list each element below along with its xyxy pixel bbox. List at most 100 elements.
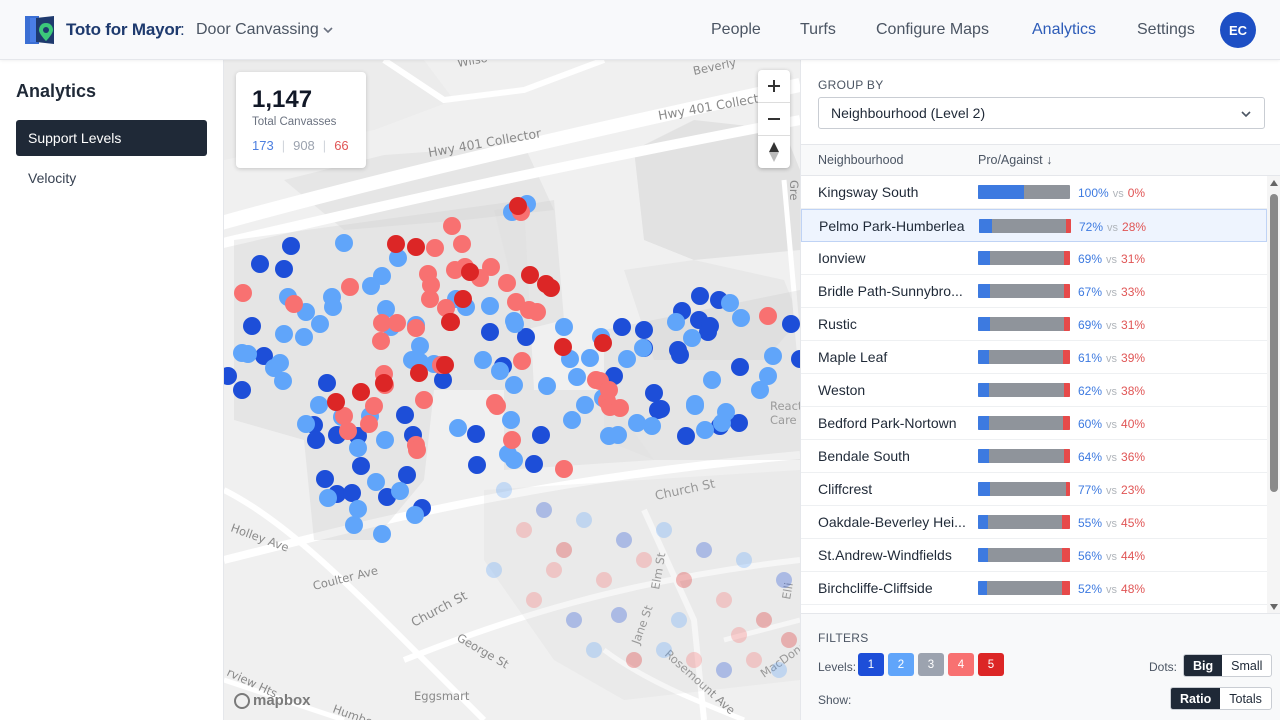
- top-header: Toto for Mayor : Door Canvassing People …: [0, 0, 1280, 60]
- column-neighbourhood[interactable]: Neighbourhood: [818, 153, 904, 167]
- show-ratio-option[interactable]: Ratio: [1171, 688, 1221, 709]
- scroll-thumb[interactable]: [1270, 194, 1278, 492]
- vs-label: vs: [1106, 485, 1118, 497]
- against-bar-fill: [1066, 482, 1070, 496]
- level-1-toggle[interactable]: 1: [858, 653, 884, 676]
- compass-button[interactable]: [758, 136, 790, 168]
- canvass-map[interactable]: Wilso Beverly Hwy 401 Collector Hwy 401 …: [224, 60, 800, 720]
- table-row[interactable]: [801, 605, 1267, 613]
- vs-label: vs: [1106, 584, 1118, 596]
- list-scrollbar[interactable]: [1267, 176, 1280, 613]
- brand-separator: :: [180, 20, 185, 39]
- levels-label: Levels:: [818, 660, 857, 674]
- show-totals-option[interactable]: Totals: [1229, 691, 1262, 706]
- neighbourhood-name: Pelmo Park-Humberlea: [819, 218, 965, 234]
- neighbourhood-name: Bridle Path-Sunnybro...: [818, 283, 963, 299]
- table-row[interactable]: Bridle Path-Sunnybro... 67% vs 33%: [801, 275, 1267, 308]
- level-3-toggle[interactable]: 3: [918, 653, 944, 676]
- analytics-panel: GROUP BY Neighbourhood (Level 2) Neighbo…: [800, 60, 1280, 720]
- map-base[interactable]: Wilso Beverly Hwy 401 Collector Hwy 401 …: [224, 60, 800, 720]
- table-row[interactable]: Ionview 69% vs 31%: [801, 242, 1267, 275]
- against-percent: 40%: [1121, 417, 1146, 431]
- zoom-out-button[interactable]: [758, 103, 790, 135]
- street-label: Care C: [770, 413, 800, 427]
- pro-percent: 62%: [1078, 384, 1103, 398]
- table-row[interactable]: Pelmo Park-Humberlea 72% vs 28%: [801, 209, 1267, 242]
- nav-analytics[interactable]: Analytics: [1032, 21, 1097, 38]
- table-row[interactable]: Kingsway South 100% vs 0%: [801, 176, 1267, 209]
- zoom-in-button[interactable]: [758, 70, 790, 102]
- table-row[interactable]: Birchcliffe-Cliffside 52% vs 48%: [801, 572, 1267, 605]
- pro-bar-fill: [978, 449, 990, 463]
- table-row[interactable]: Bedford Park-Nortown 60% vs 40%: [801, 407, 1267, 440]
- against-bar-fill: [1066, 219, 1071, 233]
- group-by-label: GROUP BY: [818, 78, 884, 92]
- against-bar-fill: [1063, 449, 1070, 463]
- table-row[interactable]: Weston 62% vs 38%: [801, 374, 1267, 407]
- pro-percent: 52%: [1078, 582, 1103, 596]
- table-row[interactable]: Oakdale-Beverley Hei... 55% vs 45%: [801, 506, 1267, 539]
- ratio-values: 72% vs 28%: [1079, 220, 1146, 234]
- pro-bar-fill: [978, 251, 990, 265]
- pro-bar-fill: [978, 515, 989, 529]
- nav-people[interactable]: People: [711, 21, 761, 38]
- column-pro-against[interactable]: Pro/Against ↓: [978, 153, 1053, 167]
- pro-bar-fill: [978, 284, 990, 298]
- mapbox-attribution[interactable]: mapbox: [234, 692, 311, 709]
- brand-name[interactable]: Toto for Mayor: [66, 20, 181, 39]
- pro-percent: 100%: [1078, 186, 1109, 200]
- neighbourhood-name: St.Andrew-Windfields: [818, 547, 952, 563]
- nav-turfs[interactable]: Turfs: [800, 21, 836, 38]
- vs-label: vs: [1106, 551, 1118, 563]
- pro-percent: 69%: [1078, 318, 1103, 332]
- table-row[interactable]: Rustic 69% vs 31%: [801, 308, 1267, 341]
- pro-against-bar: [978, 416, 1070, 430]
- level-5-toggle[interactable]: 5: [978, 653, 1004, 676]
- filters-title: FILTERS: [818, 631, 869, 645]
- group-by-select[interactable]: Neighbourhood (Level 2): [818, 97, 1265, 129]
- pro-bar-fill: [978, 350, 990, 364]
- nav-configure-maps[interactable]: Configure Maps: [876, 21, 989, 38]
- against-percent: 23%: [1121, 483, 1146, 497]
- against-percent: 28%: [1122, 220, 1147, 234]
- pro-bar-fill: [978, 185, 1024, 199]
- table-row[interactable]: Cliffcrest 77% vs 23%: [801, 473, 1267, 506]
- street-label: Wilso: [456, 60, 489, 70]
- pro-percent: 60%: [1078, 417, 1103, 431]
- canvass-dot-layer[interactable]: [224, 195, 800, 678]
- ratio-values: 56% vs 44%: [1078, 549, 1145, 563]
- dots-small-option[interactable]: Small: [1231, 658, 1263, 673]
- ratio-values: 62% vs 38%: [1078, 384, 1145, 398]
- against-bar-fill: [1061, 581, 1070, 595]
- level-2-toggle[interactable]: 2: [888, 653, 914, 676]
- total-canvasses-value: 1,147: [252, 86, 313, 113]
- scroll-up-icon[interactable]: [1270, 180, 1278, 186]
- pro-against-bar: [978, 383, 1070, 397]
- table-row[interactable]: St.Andrew-Windfields 56% vs 44%: [801, 539, 1267, 572]
- neighbourhood-name: Weston: [818, 382, 866, 398]
- show-mode-toggle: Ratio Totals: [1170, 687, 1272, 710]
- sidebar-item-velocity[interactable]: Velocity: [28, 170, 77, 186]
- show-label: Show:: [818, 693, 852, 707]
- chevron-down-icon[interactable]: [322, 24, 334, 36]
- door-logo-icon[interactable]: [24, 14, 58, 46]
- against-bar-fill: [1064, 284, 1070, 298]
- sidebar-title: Analytics: [16, 81, 97, 101]
- nav-settings[interactable]: Settings: [1137, 21, 1195, 38]
- project-selector[interactable]: Door Canvassing: [196, 21, 319, 38]
- dots-big-option[interactable]: Big: [1184, 655, 1223, 676]
- against-bar-fill: [1061, 515, 1070, 529]
- table-row[interactable]: Bendale South 64% vs 36%: [801, 440, 1267, 473]
- neighbourhood-name: Rustic: [818, 316, 857, 332]
- sidebar-item-support-levels[interactable]: Support Levels: [16, 120, 207, 156]
- ratio-values: 67% vs 33%: [1078, 285, 1145, 299]
- table-row[interactable]: Maple Leaf 61% vs 39%: [801, 341, 1267, 374]
- neighbourhood-name: Bedford Park-Nortown: [818, 415, 957, 431]
- ratio-values: 69% vs 31%: [1078, 318, 1145, 332]
- divider: |: [322, 138, 327, 153]
- level-4-toggle[interactable]: 4: [948, 653, 974, 676]
- pro-against-bar: [978, 284, 1070, 298]
- pro-against-bar: [978, 251, 1070, 265]
- user-avatar[interactable]: EC: [1220, 12, 1256, 48]
- scroll-down-icon[interactable]: [1270, 604, 1278, 610]
